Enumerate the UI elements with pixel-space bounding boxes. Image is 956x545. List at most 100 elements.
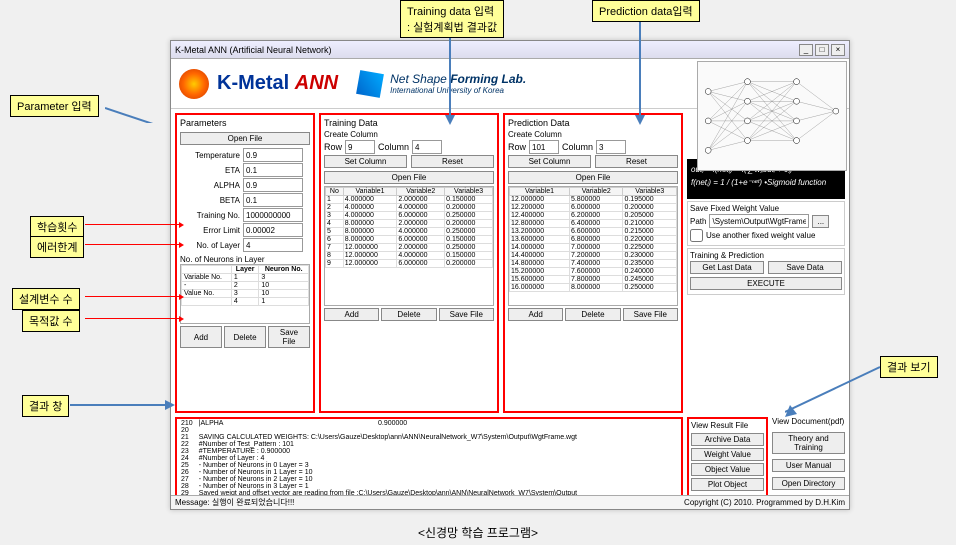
- training-add-button[interactable]: Add: [324, 308, 379, 321]
- callout-result-view-text: 결과 보기: [887, 362, 931, 374]
- weight-value-button[interactable]: Weight Value: [691, 448, 764, 461]
- callout-prediction-text: Prediction data입력: [599, 6, 693, 18]
- red-arrow-target-count: [85, 318, 180, 319]
- minimize-button[interactable]: _: [799, 44, 813, 56]
- close-button[interactable]: ×: [831, 44, 845, 56]
- training-row-input[interactable]: [345, 140, 375, 154]
- open-directory-button[interactable]: Open Directory: [772, 477, 845, 490]
- callout-training: Training data 입력 : 실험계획법 결과값: [400, 0, 504, 38]
- callout-target-count-text: 목적값 수: [29, 316, 73, 328]
- log-box[interactable]: 210|ALPHA0.9000002021SAVING CALCULATED W…: [175, 417, 683, 499]
- path-input[interactable]: [709, 214, 809, 228]
- callout-error-limit-text: 에러한계: [37, 242, 77, 254]
- theory-training-button[interactable]: Theory and Training: [772, 432, 845, 454]
- callout-parameter: Parameter 입력: [10, 95, 99, 117]
- training-open-file-button[interactable]: Open File: [324, 171, 494, 184]
- training-panel: Training Data Create Column Row Column S…: [319, 113, 499, 413]
- callout-training-text: Training data 입력 : 실험계획법 결과값: [407, 6, 497, 34]
- arrow-training: [430, 30, 470, 130]
- arrow-result-view: [785, 362, 885, 422]
- save-weight-section: Save Fixed Weight Value Path ... Use ano…: [687, 201, 845, 246]
- save-data-button[interactable]: Save Data: [768, 261, 842, 274]
- eta-input[interactable]: [243, 163, 303, 177]
- beta-input[interactable]: [243, 193, 303, 207]
- path-browse-button[interactable]: ...: [812, 215, 829, 228]
- training-col-label: Column: [378, 142, 409, 152]
- tp-legend: Training & Prediction: [690, 251, 842, 260]
- training-row-label: Row: [324, 142, 342, 152]
- prediction-reset-button[interactable]: Reset: [595, 155, 678, 168]
- prediction-save-file-button[interactable]: Save File: [623, 308, 678, 321]
- statusbar: Message: 실행이 완료되었습니다!!! Copyright (C) 20…: [171, 495, 849, 509]
- prediction-row-input[interactable]: [529, 140, 559, 154]
- red-arrow-design-var: [85, 296, 180, 297]
- error-limit-label: Error Limit: [180, 226, 240, 235]
- figure-caption: <신경망 학습 프로그램>: [0, 524, 956, 541]
- neurons-table: LayerNeuron No.Variable No.13-210Value N…: [180, 264, 310, 324]
- parameters-panel: Parameters Open File Temperature ETA ALP…: [175, 113, 315, 413]
- prediction-panel: Prediction Data Create Column Row Column…: [503, 113, 683, 413]
- prediction-delete-button[interactable]: Delete: [565, 308, 620, 321]
- prediction-create-col-label: Create Column: [508, 130, 678, 139]
- archive-data-button[interactable]: Archive Data: [691, 433, 764, 446]
- callout-result-window-text: 결과 창: [29, 401, 62, 413]
- execute-button[interactable]: EXECUTE: [690, 277, 842, 290]
- maximize-button[interactable]: □: [815, 44, 829, 56]
- training-prediction-section: Training & Prediction Get Last Data Save…: [687, 248, 845, 295]
- plot-object-button[interactable]: Plot Object: [691, 478, 764, 491]
- window-title: K-Metal ANN (Artificial Neural Network): [175, 45, 332, 55]
- training-col-input[interactable]: [412, 140, 442, 154]
- object-value-button[interactable]: Object Value: [691, 463, 764, 476]
- callout-design-var-text: 설계변수 수: [19, 294, 73, 306]
- lab-logo-icon: [356, 70, 384, 98]
- prediction-row-label: Row: [508, 142, 526, 152]
- training-table[interactable]: NoVariable1Variable2Variable314.0000002.…: [324, 186, 494, 306]
- arrow-result-window: [70, 400, 180, 420]
- training-no-input[interactable]: [243, 208, 303, 222]
- callout-prediction: Prediction data입력: [592, 0, 700, 22]
- eta-label: ETA: [180, 166, 240, 175]
- parameters-legend: Parameters: [180, 118, 310, 128]
- prediction-add-button[interactable]: Add: [508, 308, 563, 321]
- training-reset-button[interactable]: Reset: [411, 155, 494, 168]
- no-layer-label: No. of Layer: [180, 241, 240, 250]
- params-add-button[interactable]: Add: [180, 326, 222, 348]
- beta-label: BETA: [180, 196, 240, 205]
- training-no-label: Training No.: [180, 211, 240, 220]
- view-result-file-legend: View Result File: [691, 421, 764, 430]
- save-weight-legend: Save Fixed Weight Value: [690, 204, 842, 213]
- params-delete-button[interactable]: Delete: [224, 326, 266, 348]
- prediction-table[interactable]: Variable1Variable2Variable312.0000005.80…: [508, 186, 678, 306]
- training-delete-button[interactable]: Delete: [381, 308, 436, 321]
- get-last-data-button[interactable]: Get Last Data: [690, 261, 764, 274]
- prediction-col-label: Column: [562, 142, 593, 152]
- error-limit-input[interactable]: [243, 223, 303, 237]
- training-save-file-button[interactable]: Save File: [439, 308, 494, 321]
- user-manual-button[interactable]: User Manual: [772, 459, 845, 472]
- banner: K-Metal ANN Net Shape Forming Lab. Inter…: [171, 59, 849, 109]
- nn-diagram: [697, 61, 847, 171]
- brand-text: K-Metal ANN: [217, 72, 338, 95]
- temperature-label: Temperature: [180, 151, 240, 160]
- prediction-col-input[interactable]: [596, 140, 626, 154]
- temperature-input[interactable]: [243, 148, 303, 162]
- params-open-file-button[interactable]: Open File: [180, 132, 310, 145]
- use-another-checkbox[interactable]: [690, 229, 703, 242]
- brand-logo-icon: [179, 69, 209, 99]
- alpha-label: ALPHA: [180, 181, 240, 190]
- use-another-label: Use another fixed weight value: [706, 231, 815, 240]
- params-save-file-button[interactable]: Save File: [268, 326, 310, 348]
- training-set-column-button[interactable]: Set Column: [324, 155, 407, 168]
- brand-main2: ANN: [295, 72, 338, 94]
- prediction-set-column-button[interactable]: Set Column: [508, 155, 591, 168]
- path-label: Path: [690, 217, 706, 226]
- red-arrow-learn-count: [85, 224, 180, 225]
- brand-main1: K-Metal: [217, 72, 295, 94]
- alpha-input[interactable]: [243, 178, 303, 192]
- callout-design-var: 설계변수 수: [12, 288, 80, 310]
- neurons-legend: No. of Neurons in Layer: [180, 255, 310, 264]
- callout-learn-count: 학습횟수: [30, 216, 84, 238]
- app-window: K-Metal ANN (Artificial Neural Network) …: [170, 40, 850, 510]
- no-layer-input[interactable]: [243, 238, 303, 252]
- prediction-open-file-button[interactable]: Open File: [508, 171, 678, 184]
